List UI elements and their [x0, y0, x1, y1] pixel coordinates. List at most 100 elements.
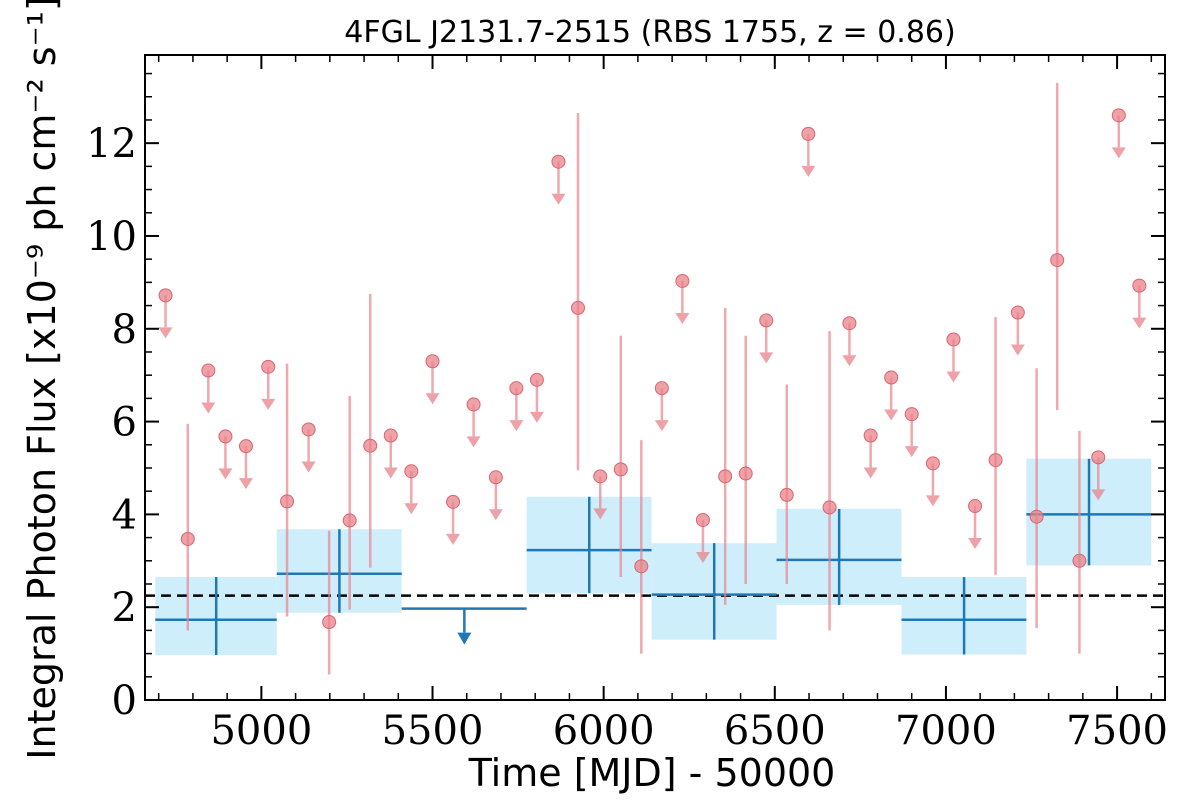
short-bin-upper-limit-point [1111, 108, 1126, 123]
y-tick-label: 4 [112, 492, 137, 538]
y-tick-label: 6 [112, 400, 137, 446]
short-bin-upper-limit-arrow [863, 467, 878, 479]
short-bin-upper-limit-point [551, 154, 566, 169]
short-bin-upper-limit-arrow [801, 165, 816, 177]
x-tick-label: 5000 [210, 708, 312, 754]
short-bin-upper-limit-arrow [404, 503, 419, 515]
short-bin-upper-limit-arrow [383, 467, 398, 479]
short-bin-upper-limit-point [904, 407, 919, 422]
short-bin-upper-limit-arrow [1091, 489, 1106, 501]
short-bin-detection-point [822, 500, 837, 515]
short-bin-upper-limit-arrow [509, 420, 524, 432]
short-bin-upper-limit-point [488, 470, 503, 485]
y-tick-label: 0 [112, 678, 137, 724]
short-bin-upper-limit-point [654, 381, 669, 396]
short-bin-upper-limit-arrow [1111, 147, 1126, 159]
y-tick-label: 10 [86, 214, 137, 260]
short-bin-upper-limit-arrow [425, 393, 440, 405]
short-bin-upper-limit-point [593, 469, 608, 484]
short-bin-detection-point [363, 438, 378, 453]
short-bin-upper-limit-arrow [654, 420, 669, 432]
short-bin-detection-point [1072, 553, 1087, 568]
short-bin-upper-limit-point [301, 422, 316, 437]
short-bin-upper-limit-arrow [551, 193, 566, 205]
short-bin-upper-limit-point [759, 313, 774, 328]
x-axis-label: Time [MJD] - 50000 [468, 751, 836, 795]
short-bin-upper-limit-point [884, 370, 899, 385]
short-bin-upper-limit-point [466, 397, 481, 412]
short-bin-upper-limit-point [946, 332, 961, 347]
short-bin-upper-limit-point [425, 354, 440, 369]
x-tick-label: 6500 [724, 708, 826, 754]
short-bin-upper-limit-arrow [1010, 344, 1025, 356]
short-bin-upper-limit-arrow [904, 446, 919, 458]
short-bin-detection-point [322, 615, 337, 630]
x-tick-label: 5500 [382, 708, 484, 754]
short-bin-upper-limit-arrow [301, 461, 316, 473]
y-tick-label: 8 [112, 307, 137, 353]
y-axis-label: Integral Photon Flux [x10⁻⁹ ph cm⁻² s⁻¹] [20, 0, 64, 760]
short-bin-upper-limit-arrow [488, 509, 503, 521]
short-bin-upper-limit-point [238, 439, 253, 454]
short-bin-upper-limit-arrow [925, 495, 940, 507]
short-bin-upper-limit-point [1010, 305, 1025, 320]
short-bin-detection-point [634, 559, 649, 574]
short-bin-upper-limit-point [801, 126, 816, 141]
short-bin-detection-point [1029, 509, 1044, 524]
plot-frame [144, 54, 1166, 701]
short-bin-upper-limit-arrow [238, 478, 253, 490]
short-bin-upper-limit-arrow [968, 538, 983, 550]
short-bin-upper-limit-arrow [158, 327, 173, 339]
short-bin-upper-limit-point [1132, 278, 1147, 293]
y-tick-label: 12 [86, 121, 137, 167]
short-bin-detection-point [718, 469, 733, 484]
short-bin-detection-point [613, 462, 628, 477]
short-bin-upper-limit-arrow [946, 371, 961, 383]
short-bin-upper-limit-point [863, 428, 878, 443]
short-bin-upper-limit-point [509, 381, 524, 396]
short-bin-upper-limit-point [1091, 450, 1106, 465]
short-bin-upper-limit-point [404, 464, 419, 479]
short-bin-upper-limit-point [968, 499, 983, 514]
short-bin-upper-limit-point [675, 273, 690, 288]
short-bin-upper-limit-arrow [466, 436, 481, 448]
short-bin-upper-limit-arrow [1132, 317, 1147, 329]
short-bin-upper-limit-point [695, 512, 710, 527]
x-tick-label: 6000 [553, 708, 655, 754]
short-bin-upper-limit-arrow [261, 398, 276, 410]
short-bin-detection-point [342, 513, 357, 528]
short-bin-upper-limit-point [925, 456, 940, 471]
short-bin-upper-limit-arrow [201, 402, 216, 414]
short-bin-upper-limit-arrow [695, 551, 710, 563]
short-bin-upper-limit-point [218, 429, 233, 444]
short-bin-upper-limit-arrow [884, 409, 899, 421]
y-tick-label: 2 [112, 585, 137, 631]
short-bin-upper-limit-arrow [446, 533, 461, 545]
short-bin-upper-limit-arrow [675, 312, 690, 324]
short-bin-upper-limit-point [446, 494, 461, 509]
short-bin-detection-point [738, 466, 753, 481]
short-bin-detection-point [1050, 253, 1065, 268]
short-bin-upper-limit-point [158, 288, 173, 303]
short-bin-upper-limit-arrow [759, 352, 774, 364]
short-bin-upper-limit-point [842, 316, 857, 331]
chart-title: 4FGL J2131.7-2515 (RBS 1755, z = 0.86) [344, 15, 955, 50]
short-bin-detection-point [988, 453, 1003, 468]
short-bin-detection-point [779, 487, 794, 502]
short-bin-upper-limit-point [529, 372, 544, 387]
short-bin-upper-limit-point [383, 428, 398, 443]
short-bin-upper-limit-point [201, 363, 216, 378]
short-bin-upper-limit-arrow [218, 468, 233, 480]
short-bin-upper-limit-point [261, 359, 276, 374]
x-tick-label: 7000 [895, 708, 997, 754]
long-bin-upper-limit-arrow [457, 632, 472, 645]
short-bin-detection-point [180, 531, 195, 546]
short-bin-upper-limit-arrow [842, 355, 857, 367]
short-bin-detection-point [280, 494, 295, 509]
x-tick-label: 7500 [1066, 708, 1168, 754]
short-bin-detection-point [570, 300, 585, 315]
short-bin-upper-limit-arrow [529, 411, 544, 423]
short-bin-upper-limit-arrow [593, 508, 608, 520]
